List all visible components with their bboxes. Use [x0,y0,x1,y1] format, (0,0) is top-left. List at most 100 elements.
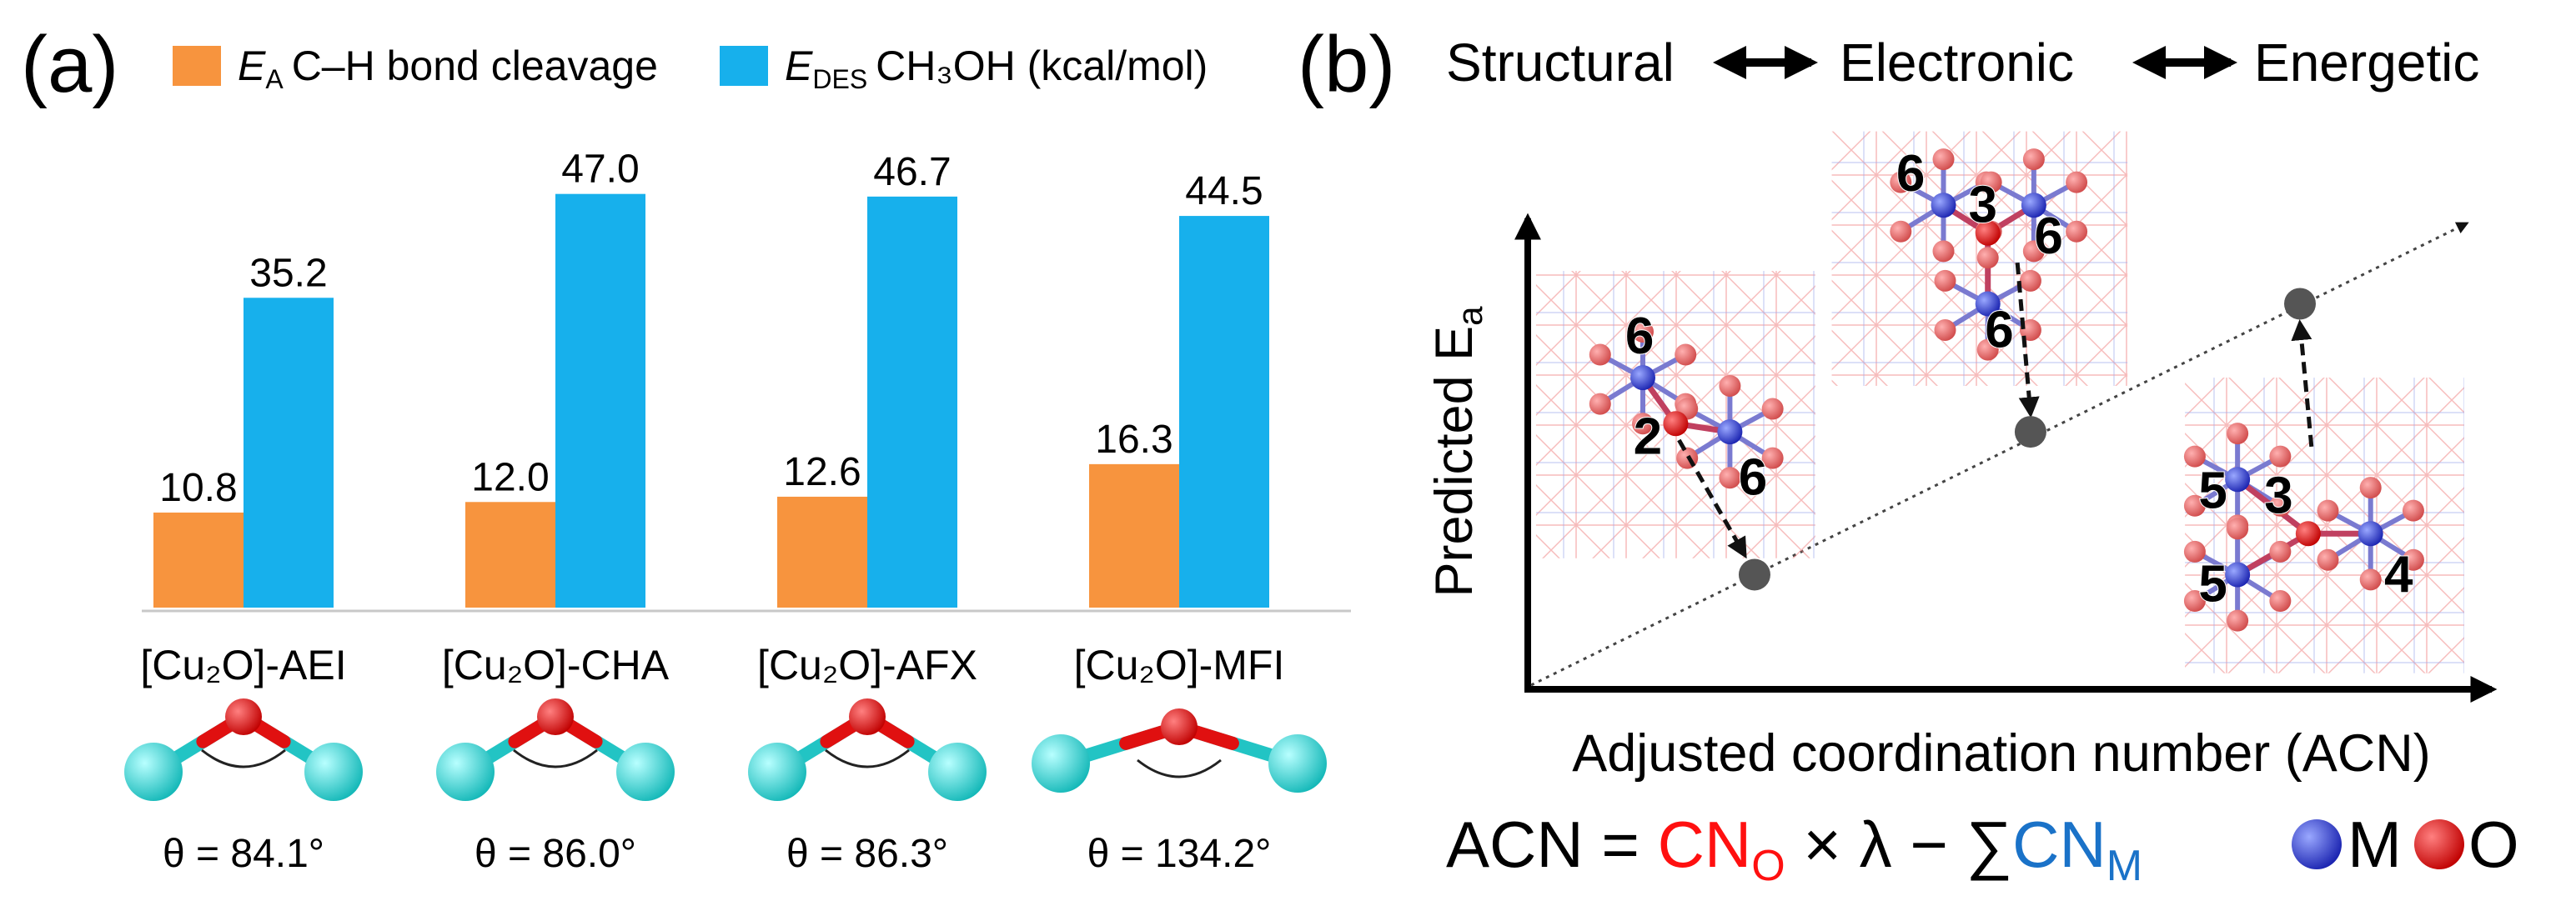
angle-arc [513,748,598,768]
atom-o-center [2295,521,2321,547]
angle-arc [1137,758,1222,778]
angle-label: θ = 84.1° [163,832,324,876]
atom-o [1890,171,1912,193]
atom-o [2227,423,2249,445]
atom-o [1675,343,1697,366]
atom-o [2019,269,2041,292]
coordination-number: 5 [2198,462,2227,519]
coordination-number: 3 [1969,177,1997,234]
angle-arc [201,748,286,768]
atom-m [2225,562,2251,588]
value-label: 47.0 [561,148,639,192]
value-label: 12.0 [471,455,549,499]
molecule [748,698,987,801]
formula-cn-m-sub: M [2106,842,2142,890]
dashed-arrow [1677,438,1747,559]
legend-ball-o [2414,819,2464,869]
panel-label: (b) [1298,20,1395,109]
atom-o [2269,540,2292,563]
formula-cn-o-sub: O [1751,842,1785,890]
value-label: 35.2 [249,251,327,295]
atom-cu [928,743,987,801]
bar [777,496,867,608]
title-word: Electronic [1840,33,2074,93]
legend-ball-m [2292,819,2342,869]
bar [1179,216,1269,608]
atom-m [1717,419,1743,445]
formula-mid: × λ − ∑ [1785,808,2012,881]
panel-label: (a) [21,20,118,109]
legend-swatch [720,46,768,86]
coordination-number: 2 [1634,408,1662,465]
y-axis-label-sub: a [1450,306,1489,326]
dashed-arrow [2291,319,2314,448]
molecule [436,698,675,801]
y-axis-label-main: Predicted E [1425,326,1484,598]
category-label: [Cu₂O]-MFI [1074,642,1285,688]
atom-cu [748,743,806,801]
angle-arc [825,748,910,768]
formula-lhs: ACN = [1446,808,1658,881]
category-label: [Cu₂O]-AFX [757,642,977,688]
atom-cu [436,743,495,801]
formula-cn-m: CN [2012,808,2106,881]
atom-o-center [1663,411,1689,437]
bar [867,196,957,608]
bar [555,193,645,608]
atom-o [1632,320,1654,343]
atom-o [2022,148,2045,171]
atom-o [2183,494,2206,517]
value-label: 10.8 [159,466,237,510]
value-label: 12.6 [783,450,861,494]
data-point [1738,558,1770,591]
structure: 5 35 4 [2183,378,2464,673]
atom-o [849,698,886,735]
atom-o [1632,413,1654,435]
atom-o [2066,171,2088,193]
atom-o [2022,240,2045,263]
atom-o [537,698,574,735]
coordination-number: 5 [2198,556,2227,613]
atom-o [2183,590,2206,613]
angle-label: θ = 134.2° [1087,832,1272,876]
atom-o [1980,171,2002,193]
atom-o-center [1975,220,2001,246]
angle-label: θ = 86.0° [475,832,636,876]
title-word: Structural [1446,33,1675,93]
legend-subscript: A [265,64,284,94]
atom-o [2269,445,2292,468]
atom-o [2317,499,2339,522]
atom-o [1976,338,1999,361]
atom-o [2066,220,2088,243]
atom-o [1719,374,1741,397]
formula: ACN = CNO × λ − ∑CNM [1446,808,2142,890]
coordination-number: 3 [2264,467,2292,524]
atom-o [1589,343,1611,366]
atom-o [1890,220,1912,243]
coordination-number: 6 [1896,145,1925,203]
x-axis-label: Adjusted coordination number (ACN) [1572,724,2431,783]
atom-o [2402,499,2424,522]
atom-cu [1032,734,1090,793]
atom-o [1932,148,1955,171]
bar [244,298,334,608]
atom-m [1931,193,1956,218]
legend-label: EA C–H bond cleavage [238,43,658,94]
value-label: 46.7 [873,150,951,194]
atom-o [1934,318,1956,341]
molecule [1032,708,1327,793]
value-label: 16.3 [1095,418,1173,462]
atom-o [2359,477,2382,499]
atom-o [1161,708,1198,745]
atom-m [1630,365,1655,391]
data-point [2014,416,2046,448]
formula-legend-o: O [2468,808,2519,881]
atom-o [2227,518,2249,540]
atom-o [2227,609,2249,632]
atom-cu [1268,734,1327,793]
atom-o [2317,548,2339,571]
coordination-number: 6 [1739,449,1767,507]
atom-o [2183,445,2206,468]
